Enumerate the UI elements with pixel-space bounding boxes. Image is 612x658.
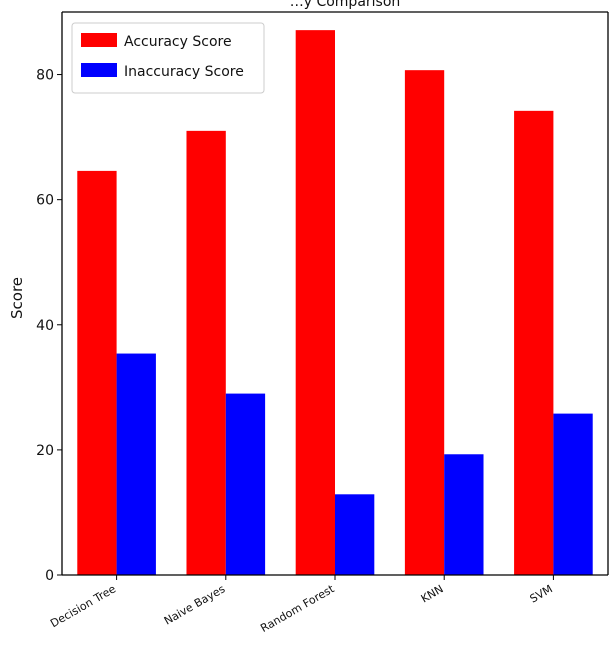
x-tick-label: Naive Bayes [162,582,228,627]
y-axis-label: Score [8,277,26,319]
bar-accuracy-decision-tree [77,170,117,575]
legend-label: Accuracy Score [124,34,232,50]
bar-accuracy-svm [514,110,554,576]
x-tick-label: Random Forest [258,582,337,635]
bar-inaccuracy-decision-tree [116,353,156,575]
bar-accuracy-random-forest [295,30,335,575]
bar-accuracy-naive-bayes [186,130,226,575]
bar-inaccuracy-knn [444,454,484,575]
y-tick-label: 80 [36,68,54,84]
bar-inaccuracy-svm [553,413,593,575]
bar-accuracy-knn [404,70,445,575]
x-tick-label: SVM [528,582,555,605]
y-tick-label: 20 [36,443,54,459]
legend: Accuracy Score Inaccuracy Score [71,22,265,94]
legend-label: Inaccuracy Score [124,64,244,80]
y-tick-label: 60 [36,193,54,209]
legend-swatch [81,63,117,77]
bar-inaccuracy-naive-bayes [225,393,266,575]
bars-layer [77,30,593,576]
y-tick-label: 40 [36,318,54,334]
bar-inaccuracy-random-forest [335,494,375,575]
chart-title: …y Comparison [290,0,401,10]
legend-swatch [81,33,117,47]
y-tick-label: 0 [45,568,54,584]
x-tick-label: KNN [419,582,446,605]
axes-layer [61,11,609,576]
legend-frame [71,22,265,94]
x-tick-label: Decision Tree [48,582,118,630]
